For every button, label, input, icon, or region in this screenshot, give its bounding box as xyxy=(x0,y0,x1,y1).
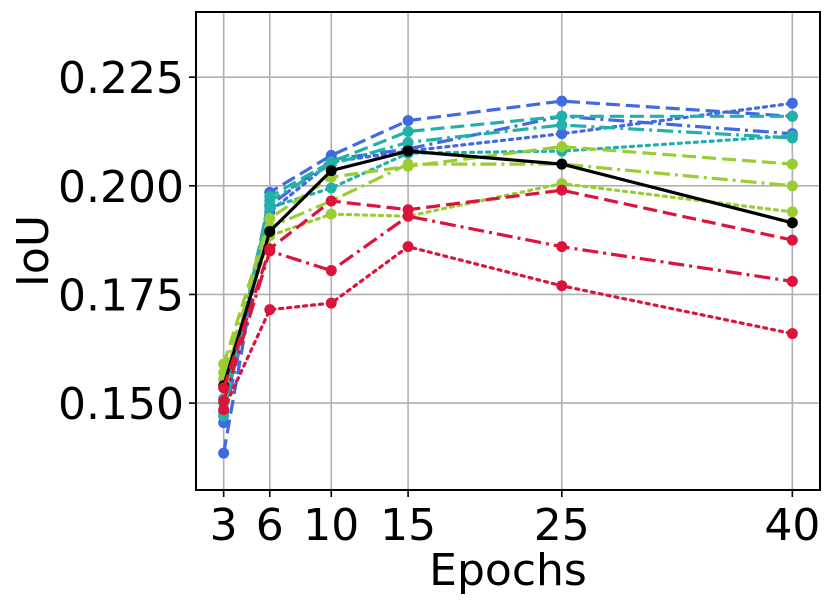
data-point xyxy=(786,206,798,218)
series-12 xyxy=(218,210,798,407)
data-point xyxy=(325,208,337,220)
y-tick-label: 0.150 xyxy=(58,379,184,430)
series-line xyxy=(222,123,793,404)
series-7 xyxy=(218,141,798,370)
data-point xyxy=(786,328,798,340)
data-point xyxy=(556,184,568,196)
data-point xyxy=(556,95,568,107)
data-point xyxy=(786,234,798,246)
x-tick-label: 6 xyxy=(256,500,284,551)
data-point xyxy=(402,241,414,253)
data-point xyxy=(556,280,568,292)
data-point xyxy=(325,297,337,309)
data-point xyxy=(402,115,414,127)
series-line xyxy=(222,188,793,389)
data-point xyxy=(786,217,798,229)
data-point xyxy=(402,136,414,148)
data-point xyxy=(325,195,337,207)
x-tick-label: 25 xyxy=(534,500,590,551)
series-line xyxy=(222,162,793,374)
y-tick-label: 0.200 xyxy=(58,162,184,213)
series-13 xyxy=(218,241,798,416)
data-point xyxy=(264,225,276,237)
data-point xyxy=(264,212,276,224)
data-point xyxy=(556,141,568,153)
data-point xyxy=(218,447,230,459)
data-point xyxy=(325,165,337,177)
axis-ticks: 3 6 10 15 25 40 0.150 0.175 0.200 0.225 xyxy=(58,53,820,551)
data-point xyxy=(786,180,798,192)
series-line xyxy=(222,182,794,381)
data-point xyxy=(402,145,414,157)
data-point xyxy=(556,110,568,122)
data-point xyxy=(556,119,568,131)
series-line xyxy=(222,149,793,387)
data-point xyxy=(786,110,798,122)
data-point xyxy=(325,265,337,277)
series-layer xyxy=(218,95,798,459)
data-point xyxy=(264,245,276,257)
data-point xyxy=(264,304,276,316)
data-point xyxy=(556,158,568,170)
series-line xyxy=(222,245,794,412)
data-point xyxy=(556,241,568,253)
x-axis-label: Epochs xyxy=(429,545,587,596)
plot-frame xyxy=(195,11,821,491)
data-point xyxy=(556,128,568,140)
data-point xyxy=(264,202,276,214)
x-tick-label: 3 xyxy=(210,500,238,551)
plot-background xyxy=(196,12,820,490)
data-point xyxy=(786,130,798,142)
y-axis-label: IoU xyxy=(8,215,59,287)
data-point xyxy=(218,404,230,416)
data-point xyxy=(786,275,798,287)
data-point xyxy=(786,158,798,170)
data-point xyxy=(402,210,414,222)
series-line xyxy=(222,145,793,365)
x-tick-label: 15 xyxy=(380,500,436,551)
x-tick-label: 40 xyxy=(764,500,820,551)
series-line xyxy=(222,214,793,402)
x-tick-label: 10 xyxy=(303,500,359,551)
data-point xyxy=(325,182,337,194)
data-point xyxy=(402,126,414,137)
y-tick-label: 0.225 xyxy=(58,53,184,104)
data-point xyxy=(786,97,798,109)
y-tick-label: 0.175 xyxy=(58,270,184,321)
data-point xyxy=(402,158,414,170)
